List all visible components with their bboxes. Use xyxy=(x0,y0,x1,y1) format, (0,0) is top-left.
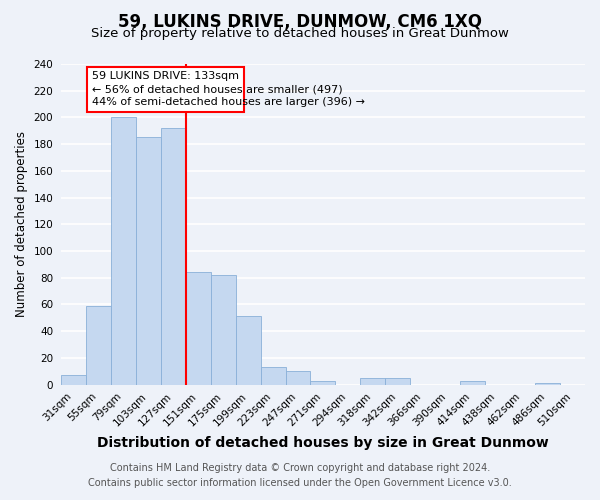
Bar xyxy=(310,380,335,384)
X-axis label: Distribution of detached houses by size in Great Dunmow: Distribution of detached houses by size … xyxy=(97,436,549,450)
Bar xyxy=(286,371,310,384)
Text: 44% of semi-detached houses are larger (396) →: 44% of semi-detached houses are larger (… xyxy=(92,98,365,108)
Bar xyxy=(61,375,86,384)
Bar xyxy=(211,275,236,384)
Text: ← 56% of detached houses are smaller (497): ← 56% of detached houses are smaller (49… xyxy=(92,84,343,94)
Text: Contains HM Land Registry data © Crown copyright and database right 2024.
Contai: Contains HM Land Registry data © Crown c… xyxy=(88,462,512,487)
Text: Size of property relative to detached houses in Great Dunmow: Size of property relative to detached ho… xyxy=(91,28,509,40)
Bar xyxy=(186,272,211,384)
Bar xyxy=(136,138,161,384)
Bar xyxy=(535,383,560,384)
Bar xyxy=(361,378,385,384)
Bar xyxy=(86,306,111,384)
Text: 59, LUKINS DRIVE, DUNMOW, CM6 1XQ: 59, LUKINS DRIVE, DUNMOW, CM6 1XQ xyxy=(118,12,482,30)
Bar xyxy=(236,316,260,384)
Text: 59 LUKINS DRIVE: 133sqm: 59 LUKINS DRIVE: 133sqm xyxy=(92,70,239,81)
Y-axis label: Number of detached properties: Number of detached properties xyxy=(15,132,28,318)
Bar xyxy=(87,66,244,112)
Bar xyxy=(111,118,136,384)
Bar xyxy=(260,367,286,384)
Bar xyxy=(161,128,186,384)
Bar xyxy=(460,380,485,384)
Bar xyxy=(385,378,410,384)
